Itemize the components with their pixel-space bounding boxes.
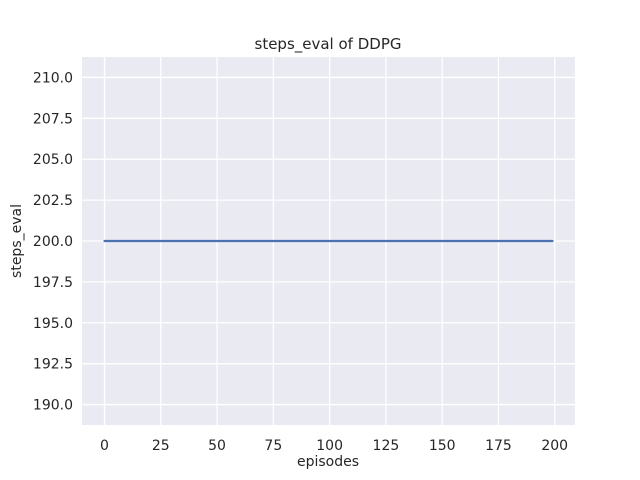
y-tick-label: 192.5 [33, 357, 73, 373]
x-tick-label: 125 [373, 438, 400, 454]
x-tick-label: 200 [541, 438, 568, 454]
x-tick-label: 75 [264, 438, 282, 454]
x-tick-label: 25 [152, 438, 170, 454]
y-tick-label: 190.0 [33, 398, 73, 414]
x-tick-label: 50 [208, 438, 226, 454]
y-tick-label: 210.0 [33, 70, 73, 86]
chart-title: steps_eval of DDPG [255, 35, 402, 54]
x-tick-label: 175 [485, 438, 512, 454]
x-axis-label: episodes [297, 454, 359, 470]
y-tick-label: 200.0 [33, 234, 73, 250]
plot-area: 0 25 50 75 100 125 150 175 200 190.0 192.5 195.0 197… [33, 57, 575, 454]
x-tick-label: 0 [100, 438, 109, 454]
y-tick-label: 207.5 [33, 111, 73, 127]
y-axis-label: steps_eval [9, 204, 25, 278]
y-tick-label: 195.0 [33, 316, 73, 332]
y-tick-label: 205.0 [33, 152, 73, 168]
x-tick-label: 150 [429, 438, 456, 454]
x-tick-label: 100 [316, 438, 343, 454]
y-tick-label: 197.5 [33, 275, 73, 291]
y-tick-label: 202.5 [33, 193, 73, 209]
